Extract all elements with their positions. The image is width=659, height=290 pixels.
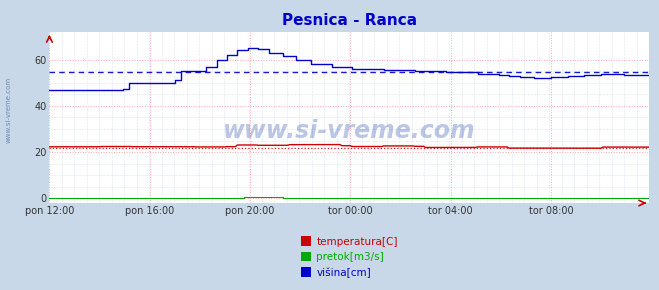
Title: Pesnica - Ranca: Pesnica - Ranca (281, 13, 417, 28)
Text: www.si-vreme.com: www.si-vreme.com (223, 119, 476, 143)
Legend: temperatura[C], pretok[m3/s], višina[cm]: temperatura[C], pretok[m3/s], višina[cm] (297, 232, 402, 282)
Text: www.si-vreme.com: www.si-vreme.com (5, 77, 12, 143)
